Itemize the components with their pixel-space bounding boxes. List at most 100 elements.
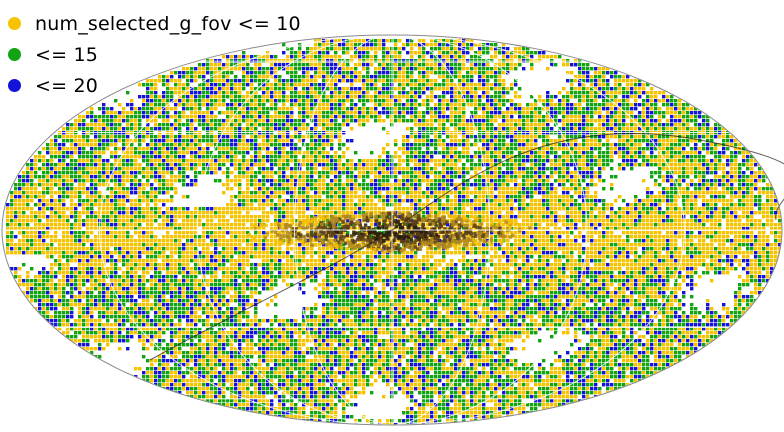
map-dot [642, 147, 646, 151]
map-dot [146, 175, 150, 179]
map-dot [490, 43, 494, 47]
map-dot [574, 151, 578, 155]
map-dot [106, 147, 110, 151]
map-dot [642, 139, 646, 143]
map-dot [598, 143, 602, 147]
map-dot [762, 171, 766, 175]
map-dot [298, 79, 302, 83]
map-dot [294, 159, 298, 163]
map-dot [382, 179, 386, 183]
map-dot [154, 187, 158, 191]
map-dot [178, 139, 182, 143]
map-dot [358, 187, 362, 191]
map-dot [250, 91, 254, 95]
map-dot [634, 99, 638, 103]
map-dot [410, 179, 414, 183]
map-dot [346, 47, 350, 51]
map-dot [350, 191, 354, 195]
map-dot [314, 83, 318, 87]
map-dot [202, 99, 206, 103]
map-dot [518, 139, 522, 143]
map-dot [54, 179, 58, 183]
map-dot [550, 159, 554, 163]
map-dot [678, 127, 682, 131]
map-dot [578, 167, 582, 171]
map-dot [678, 183, 682, 187]
map-dot [74, 179, 78, 183]
map-dot [730, 191, 734, 195]
map-dot [258, 191, 262, 195]
map-dot [714, 127, 718, 131]
map-dot [414, 135, 418, 139]
map-dot [742, 175, 746, 179]
map-dot [50, 155, 54, 159]
map-dot [126, 171, 130, 175]
map-dot [126, 147, 130, 151]
map-dot [498, 103, 502, 107]
map-dot [454, 111, 458, 115]
map-dot [274, 115, 278, 119]
map-dot [450, 123, 454, 127]
map-dot [442, 167, 446, 171]
map-dot [422, 111, 426, 115]
map-dot [542, 195, 546, 199]
map-dot [298, 147, 302, 151]
map-dot [206, 83, 210, 87]
map-dot [562, 155, 566, 159]
map-dot [142, 187, 146, 191]
map-dot [326, 167, 330, 171]
map-dot [150, 119, 154, 123]
map-dot [394, 183, 398, 187]
map-dot [206, 135, 210, 139]
map-dot [190, 91, 194, 95]
map-dot [198, 147, 202, 151]
map-dot [446, 147, 450, 151]
map-dot [66, 163, 70, 167]
map-dot [302, 51, 306, 55]
map-dot [422, 43, 426, 47]
map-dot [134, 147, 138, 151]
map-dot [238, 167, 242, 171]
map-dot [306, 91, 310, 95]
map-dot [434, 47, 438, 51]
map-dot [626, 135, 630, 139]
map-dot [742, 183, 746, 187]
map-dot [378, 47, 382, 51]
map-dot [190, 87, 194, 91]
map-dot [278, 187, 282, 191]
map-dot [322, 135, 326, 139]
map-dot [134, 163, 138, 167]
map-dot [402, 167, 406, 171]
map-dot [546, 147, 550, 151]
map-dot [518, 171, 522, 175]
map-dot [542, 123, 546, 127]
map-dot [578, 183, 582, 187]
map-dot [358, 123, 362, 127]
map-dot [666, 191, 670, 195]
map-dot [262, 127, 266, 131]
map-dot [486, 147, 490, 151]
map-dot [350, 79, 354, 83]
map-dot [410, 107, 414, 111]
map-dot [234, 163, 238, 167]
map-dot [382, 187, 386, 191]
map-dot [478, 107, 482, 111]
map-dot [666, 179, 670, 183]
map-dot [274, 195, 278, 199]
map-dot [534, 175, 538, 179]
map-dot [410, 115, 414, 119]
map-dot [638, 103, 642, 107]
map-dot [426, 99, 430, 103]
map-dot [198, 139, 202, 143]
map-dot [262, 159, 266, 163]
map-dot [342, 103, 346, 107]
map-dot [198, 151, 202, 155]
map-dot [410, 75, 414, 79]
map-dot [570, 159, 574, 163]
map-dot [382, 111, 386, 115]
map-dot [474, 139, 478, 143]
map-dot [418, 63, 422, 67]
map-dot [318, 87, 322, 91]
map-dot [462, 195, 466, 199]
map-dot [718, 167, 722, 171]
